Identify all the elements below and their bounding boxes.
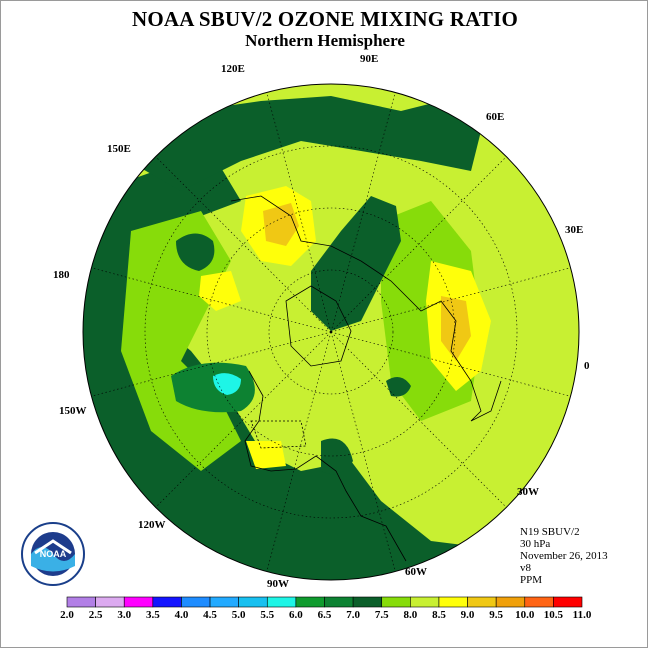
legend-tick-label: 2.5: [88, 609, 103, 621]
legend-swatch: [467, 596, 497, 608]
ozone-field: [83, 84, 579, 580]
meridian-line: [330, 331, 396, 572]
legend-swatch: [324, 596, 354, 608]
field-peak-north: [263, 203, 299, 246]
legend-swatch: [266, 596, 297, 608]
lon-label-90w: 90W: [267, 578, 289, 590]
legend-tick-label: 6.5: [317, 609, 332, 621]
coastlines: [230, 195, 502, 562]
info-level: 30 hPa: [520, 538, 551, 550]
legend-tick-label: 3.5: [145, 609, 160, 621]
legend-swatch: [553, 596, 583, 608]
legend-swatch: [95, 596, 125, 608]
legend-swatch: [352, 596, 383, 608]
field-high-west: [199, 271, 241, 311]
legend-swatch: [181, 596, 211, 608]
field-dark-band-south: [83, 151, 579, 580]
field-min-cyan: [213, 373, 241, 395]
info-version: v8: [520, 562, 531, 574]
legend-tick-label: 4.5: [203, 609, 217, 621]
coast-eurasia: [230, 195, 502, 422]
lon-label-0: 0: [584, 360, 590, 372]
legend-tick-label: 7.5: [374, 609, 389, 621]
meridian-line: [266, 92, 332, 333]
legend-tick-label: 9.0: [460, 609, 475, 621]
noaa-logo: NOAA: [21, 522, 85, 586]
meridian-line: [330, 92, 396, 333]
lat-circle-30: [144, 145, 518, 519]
logo-wave: [31, 547, 75, 572]
legend-tick-label: 6.0: [289, 609, 303, 621]
figure-subtitle: Northern Hemisphere: [245, 31, 405, 50]
field-dark-west: [176, 233, 215, 271]
legend-swatch: [152, 596, 182, 608]
legend-tick-label: 3.0: [117, 609, 132, 621]
info-block: N19 SBUV/2 30 hPa November 26, 2013 v8 P…: [520, 526, 608, 586]
field-high-southwest: [246, 441, 286, 469]
legend-tick-label: 8.5: [432, 609, 446, 621]
info-instrument: N19 SBUV/2: [520, 526, 580, 538]
legend-tick-label: 10.5: [543, 609, 563, 621]
field-patch-90e: [386, 84, 426, 96]
us-state-lines: [250, 420, 307, 449]
legend-swatch: [495, 596, 526, 608]
lon-label-90e: 90E: [360, 53, 379, 65]
legend-swatch: [381, 596, 411, 608]
meridian-line: [330, 331, 507, 508]
meridian-line: [91, 331, 332, 397]
legend-swatch: [66, 596, 96, 608]
legend-tick-label: 9.5: [489, 609, 504, 621]
legend-swatch: [123, 596, 154, 608]
legend-swatch: [438, 596, 468, 608]
lon-label-60e: 60E: [486, 111, 505, 123]
meridian-line: [155, 331, 332, 508]
map-border: [82, 83, 580, 581]
lat-circle-70: [268, 269, 394, 395]
field-peak-east: [441, 296, 471, 361]
legend-tick-label: 8.0: [403, 609, 418, 621]
field-dark-center: [311, 196, 401, 331]
legend-swatch: [209, 596, 239, 608]
meridian-line: [91, 267, 332, 333]
color-legend: [66, 596, 583, 608]
lon-label-120e: 120E: [221, 63, 245, 75]
legend-tick-label: 7.0: [346, 609, 360, 621]
figure-title: NOAA SBUV/2 OZONE MIXING RATIO: [132, 7, 518, 31]
legend-swatch: [238, 596, 268, 608]
graticule: [91, 92, 571, 572]
logo-gull: [34, 539, 72, 555]
meridian-line: [330, 267, 571, 333]
lat-circle-50: [206, 207, 456, 457]
lon-label-150w: 150W: [59, 405, 87, 417]
meridian-line: [330, 156, 507, 333]
legend-swatch: [524, 596, 554, 608]
legend-tick-label: 2.0: [60, 609, 74, 621]
legend-swatch: [295, 596, 325, 608]
field-dark-small: [386, 377, 411, 397]
lon-label-120w: 120W: [138, 519, 166, 531]
logo-text: NOAA: [40, 549, 67, 559]
legend-swatch: [410, 596, 440, 608]
lon-label-30w: 30W: [517, 486, 539, 498]
legend-tick-label: 5.0: [231, 609, 246, 621]
legend-tick-label: 4.0: [174, 609, 189, 621]
field-low-150w: [171, 362, 255, 413]
info-units: PPM: [520, 574, 543, 586]
lon-label-30e: 30E: [565, 224, 584, 236]
meridian-line: [266, 331, 332, 572]
coast-greenland: [285, 285, 352, 367]
legend-tick-label: 11.0: [572, 609, 592, 621]
meridian-line: [330, 331, 571, 397]
legend-tick-label: 10.0: [515, 609, 535, 621]
lon-label-150e: 150E: [107, 143, 131, 155]
meridian-line: [155, 156, 332, 333]
lon-label-180: 180: [53, 269, 70, 281]
lon-label-60w: 60W: [405, 566, 427, 578]
info-date: November 26, 2013: [520, 550, 608, 562]
legend-tick-label: 5.5: [260, 609, 275, 621]
